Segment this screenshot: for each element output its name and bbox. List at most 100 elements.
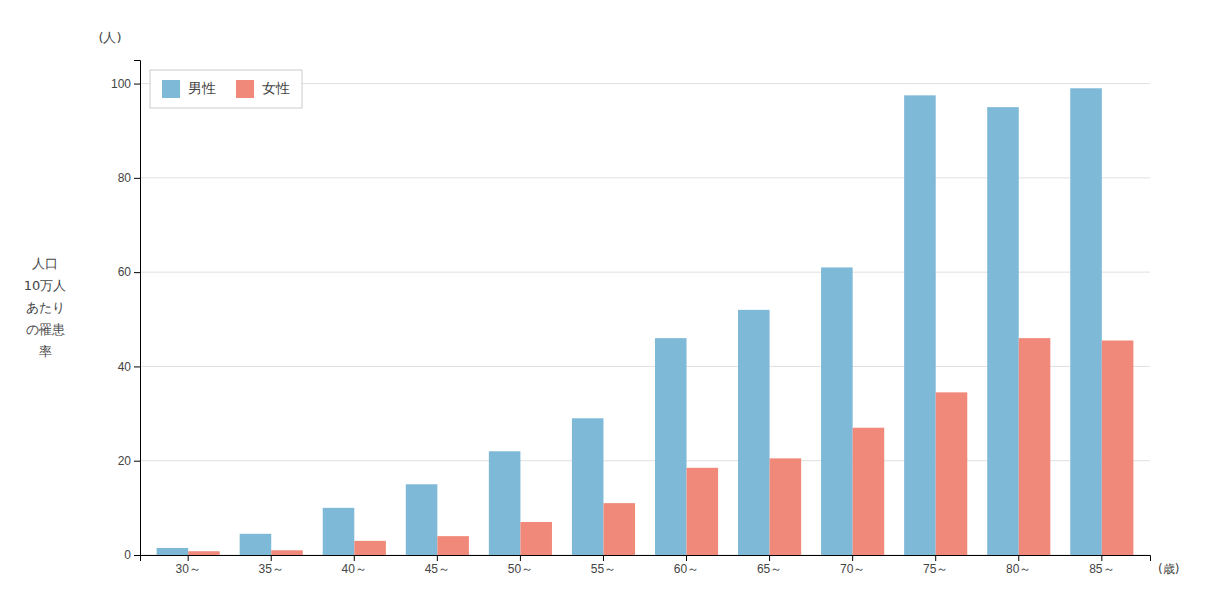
y-axis-label-line: の罹患 bbox=[26, 321, 65, 336]
bar bbox=[437, 536, 469, 555]
x-tick-label: 30～ bbox=[175, 562, 200, 576]
bar bbox=[1102, 341, 1134, 556]
x-tick-mark bbox=[437, 555, 438, 561]
y-axis-label-line: 人口 bbox=[32, 255, 58, 270]
x-tick: 35～ bbox=[259, 555, 284, 576]
y-axis-label-line: 10万人 bbox=[24, 277, 67, 292]
x-axis-line bbox=[141, 556, 1151, 562]
y-axis-label: 人口 10万人あたりの罹患率 bbox=[24, 255, 67, 358]
x-tick-label: 55～ bbox=[591, 562, 616, 576]
x-tick-label: 40～ bbox=[342, 562, 367, 576]
bar bbox=[489, 451, 521, 555]
y-axis-line bbox=[134, 61, 141, 556]
x-tick-label: 85～ bbox=[1089, 562, 1114, 576]
bar bbox=[738, 310, 770, 555]
x-axis: 30～ 35～ 40～ 45～ 50～ 55～ 60～ 65～ 70～ 75～ 80～ 85～ bbox=[141, 555, 1151, 576]
y-tick-label: 80 bbox=[118, 171, 132, 185]
bar bbox=[821, 267, 853, 555]
x-tick-mark bbox=[1101, 555, 1102, 561]
x-tick: 65～ bbox=[757, 555, 782, 576]
x-tick-mark bbox=[520, 555, 521, 561]
y-tick: 0 bbox=[124, 548, 140, 562]
x-tick: 75～ bbox=[923, 555, 948, 576]
bar bbox=[936, 392, 968, 555]
x-tick: 30～ bbox=[175, 555, 200, 576]
bar bbox=[687, 468, 719, 555]
x-tick-mark bbox=[188, 555, 189, 561]
bar bbox=[904, 95, 936, 555]
legend: 男性 女性 bbox=[150, 70, 302, 108]
y-tick: 60 bbox=[118, 265, 140, 279]
bar bbox=[987, 107, 1019, 555]
legend-swatch bbox=[162, 80, 180, 98]
y-tick-mark bbox=[134, 366, 140, 367]
x-tick-mark bbox=[1018, 555, 1019, 561]
x-tick-mark bbox=[354, 555, 355, 561]
legend-frame bbox=[150, 70, 302, 108]
x-tick: 60～ bbox=[674, 555, 699, 576]
y-axis-label-line: あたり bbox=[26, 299, 65, 314]
x-tick-label: 80～ bbox=[1006, 562, 1031, 576]
x-tick: 85～ bbox=[1089, 555, 1114, 576]
x-tick-mark bbox=[852, 555, 853, 561]
x-tick: 80～ bbox=[1006, 555, 1031, 576]
bar bbox=[572, 418, 604, 555]
y-tick-label: 20 bbox=[118, 454, 132, 468]
x-tick: 70～ bbox=[840, 555, 865, 576]
y-tick-label: 40 bbox=[118, 360, 132, 374]
x-tick-label: 75～ bbox=[923, 562, 948, 576]
y-tick-label: 0 bbox=[124, 548, 131, 562]
bar bbox=[603, 503, 635, 555]
legend-swatch bbox=[236, 80, 254, 98]
legend-item: 女性 bbox=[236, 80, 290, 98]
x-tick-mark bbox=[271, 555, 272, 561]
y-tick: 80 bbox=[118, 171, 140, 185]
y-axis: 0 20 40 60 80 100 bbox=[111, 61, 141, 563]
bar bbox=[853, 428, 885, 555]
x-tick-mark bbox=[769, 555, 770, 561]
y-tick-mark bbox=[134, 178, 140, 179]
x-tick: 55～ bbox=[591, 555, 616, 576]
x-tick: 45～ bbox=[425, 555, 450, 576]
bar bbox=[240, 534, 272, 555]
x-tick: 40～ bbox=[342, 555, 367, 576]
x-tick-label: 45～ bbox=[425, 562, 450, 576]
x-tick-label: 35～ bbox=[259, 562, 284, 576]
bar bbox=[271, 550, 303, 555]
y-tick-label: 100 bbox=[111, 77, 131, 91]
bar bbox=[354, 541, 386, 555]
x-tick-mark bbox=[686, 555, 687, 561]
x-tick-label: 70～ bbox=[840, 562, 865, 576]
y-axis-label-line: 率 bbox=[39, 343, 52, 358]
bar bbox=[770, 458, 802, 555]
y-tick: 40 bbox=[118, 360, 140, 374]
bar-series bbox=[188, 338, 1133, 555]
bar bbox=[655, 338, 687, 555]
annotation: (人) bbox=[98, 30, 121, 45]
legend-item: 男性 bbox=[162, 80, 216, 98]
y-tick: 20 bbox=[118, 454, 140, 468]
bars bbox=[157, 88, 1134, 555]
x-tick-label: 65～ bbox=[757, 562, 782, 576]
x-tick-mark bbox=[935, 555, 936, 561]
y-tick-mark bbox=[134, 272, 140, 273]
x-tick: 50～ bbox=[508, 555, 533, 576]
bar bbox=[406, 484, 438, 555]
y-tick-mark bbox=[134, 84, 140, 85]
bar bbox=[1019, 338, 1051, 555]
grid bbox=[140, 84, 1150, 555]
bar-series bbox=[157, 88, 1102, 555]
x-tick-mark bbox=[603, 555, 604, 561]
x-axis-label: (歳) bbox=[1158, 562, 1179, 576]
legend-label: 男性 bbox=[188, 80, 216, 96]
bar bbox=[520, 522, 552, 555]
y-tick-label: 60 bbox=[118, 265, 132, 279]
chart: 30～ 35～ 40～ 45～ 50～ 55～ 60～ 65～ 70～ 75～ 80～ 85～ 0 20 4… bbox=[0, 0, 1220, 610]
bar bbox=[188, 551, 220, 555]
x-tick-label: 50～ bbox=[508, 562, 533, 576]
plot: 30～ 35～ 40～ 45～ 50～ 55～ 60～ 65～ 70～ 75～ 80～ 85～ 0 20 4… bbox=[24, 30, 1180, 576]
bar bbox=[157, 548, 189, 555]
bar bbox=[1070, 88, 1102, 555]
legend-label: 女性 bbox=[262, 80, 290, 96]
y-tick-mark bbox=[134, 555, 140, 556]
